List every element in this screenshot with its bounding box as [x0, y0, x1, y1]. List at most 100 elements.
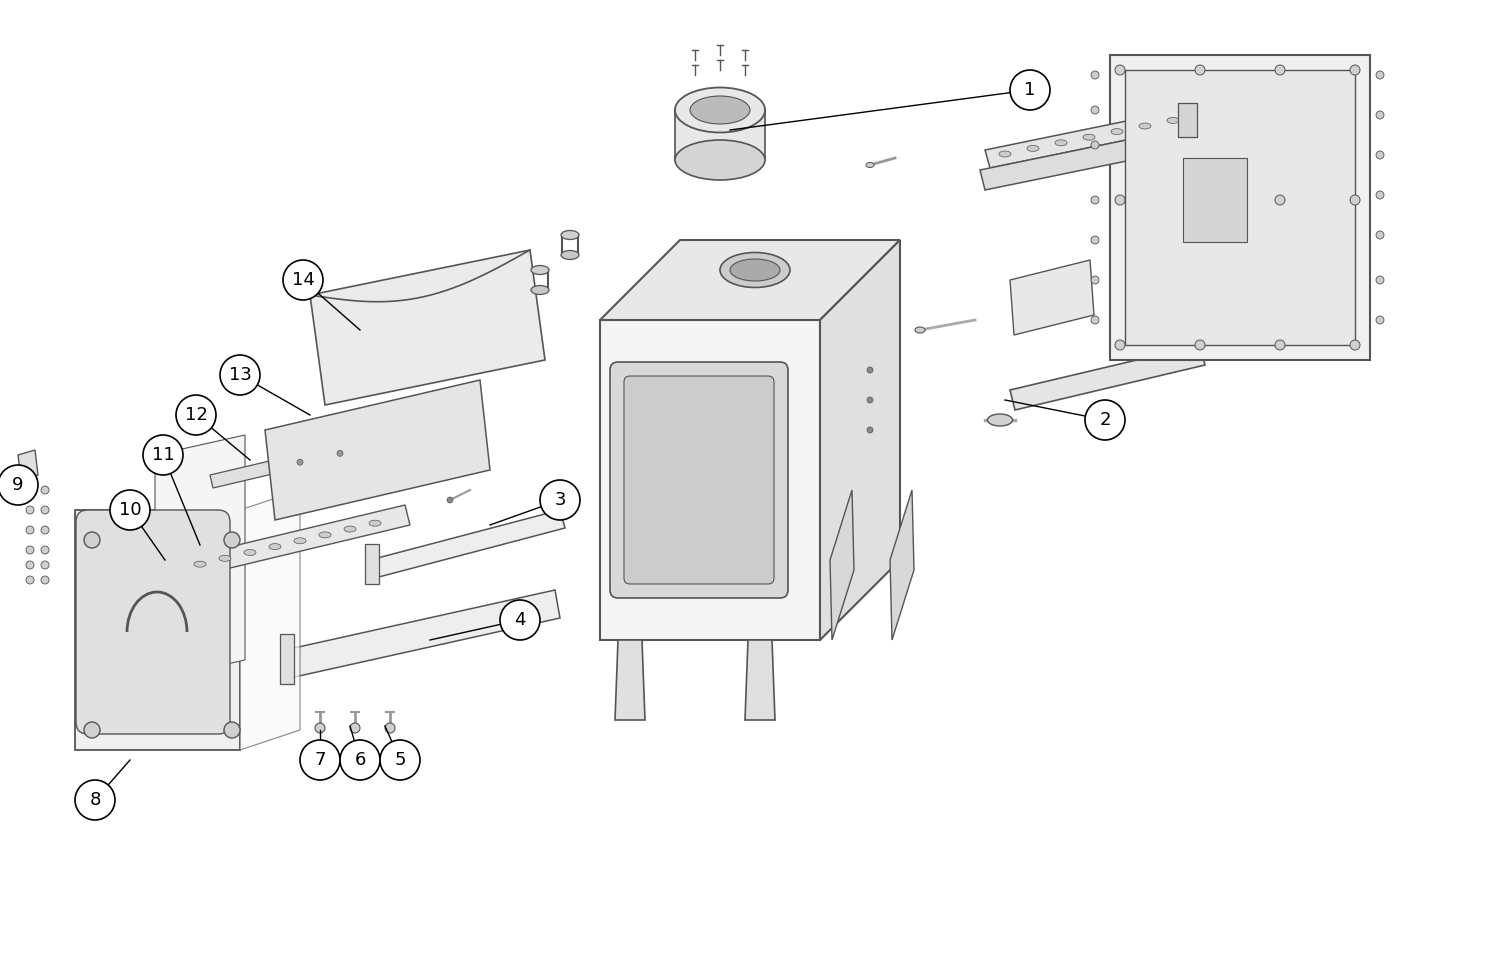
Text: 9: 9 — [12, 476, 24, 494]
Ellipse shape — [1028, 146, 1039, 152]
Circle shape — [1090, 71, 1100, 79]
Polygon shape — [746, 640, 776, 720]
Circle shape — [1376, 231, 1384, 239]
Circle shape — [1010, 70, 1050, 110]
Circle shape — [110, 490, 150, 530]
Ellipse shape — [987, 414, 1012, 426]
Polygon shape — [370, 510, 566, 578]
FancyBboxPatch shape — [675, 110, 765, 160]
Polygon shape — [75, 510, 240, 750]
FancyBboxPatch shape — [76, 510, 230, 734]
Circle shape — [284, 260, 322, 300]
Ellipse shape — [531, 266, 549, 274]
Polygon shape — [210, 435, 382, 488]
Circle shape — [84, 532, 100, 548]
Text: 1: 1 — [1024, 81, 1035, 99]
Circle shape — [26, 576, 34, 584]
Circle shape — [75, 780, 116, 820]
Circle shape — [1090, 236, 1100, 244]
Circle shape — [340, 740, 380, 780]
Circle shape — [297, 459, 303, 465]
Circle shape — [867, 397, 873, 403]
Polygon shape — [1010, 260, 1094, 335]
Polygon shape — [890, 490, 914, 640]
Polygon shape — [980, 128, 1190, 190]
Circle shape — [26, 561, 34, 569]
Circle shape — [40, 486, 50, 494]
Circle shape — [1275, 65, 1286, 75]
FancyBboxPatch shape — [1184, 158, 1246, 242]
Circle shape — [300, 740, 340, 780]
Polygon shape — [1010, 345, 1204, 410]
Circle shape — [26, 486, 34, 494]
Circle shape — [1275, 195, 1286, 205]
Circle shape — [338, 451, 344, 456]
Polygon shape — [1110, 55, 1370, 360]
Ellipse shape — [294, 538, 306, 544]
Circle shape — [540, 480, 580, 520]
Ellipse shape — [1054, 140, 1066, 146]
Circle shape — [1275, 340, 1286, 350]
Polygon shape — [615, 640, 645, 720]
Ellipse shape — [1167, 117, 1179, 124]
Circle shape — [315, 723, 326, 733]
FancyBboxPatch shape — [610, 362, 788, 598]
Circle shape — [1350, 65, 1360, 75]
Circle shape — [380, 740, 420, 780]
Ellipse shape — [915, 327, 926, 333]
FancyBboxPatch shape — [280, 634, 294, 684]
Ellipse shape — [675, 87, 765, 132]
Polygon shape — [240, 490, 300, 750]
Ellipse shape — [1112, 129, 1124, 134]
Circle shape — [1376, 276, 1384, 284]
Text: 11: 11 — [152, 446, 174, 464]
Text: 13: 13 — [228, 366, 252, 384]
Circle shape — [867, 427, 873, 433]
Ellipse shape — [690, 96, 750, 124]
Circle shape — [500, 600, 540, 640]
Circle shape — [1350, 195, 1360, 205]
Circle shape — [26, 546, 34, 554]
Ellipse shape — [344, 526, 355, 532]
Circle shape — [1196, 195, 1204, 205]
Ellipse shape — [730, 259, 780, 281]
Circle shape — [1114, 195, 1125, 205]
Ellipse shape — [1138, 123, 1150, 129]
Ellipse shape — [865, 162, 874, 168]
Circle shape — [1376, 111, 1384, 119]
Ellipse shape — [268, 544, 280, 550]
Polygon shape — [176, 505, 410, 580]
Circle shape — [40, 561, 50, 569]
Circle shape — [40, 526, 50, 534]
Ellipse shape — [999, 151, 1011, 157]
FancyBboxPatch shape — [624, 376, 774, 584]
Text: 7: 7 — [315, 751, 326, 769]
Circle shape — [1090, 106, 1100, 114]
Circle shape — [386, 723, 394, 733]
Polygon shape — [266, 380, 490, 520]
Text: 12: 12 — [184, 406, 207, 424]
Circle shape — [1376, 191, 1384, 199]
Polygon shape — [600, 240, 900, 320]
Circle shape — [1084, 400, 1125, 440]
Polygon shape — [18, 450, 38, 480]
Ellipse shape — [369, 520, 381, 526]
Ellipse shape — [675, 140, 765, 180]
Text: 5: 5 — [394, 751, 405, 769]
Ellipse shape — [244, 550, 256, 555]
Circle shape — [224, 722, 240, 738]
Polygon shape — [830, 490, 854, 640]
Polygon shape — [821, 240, 900, 640]
Circle shape — [350, 723, 360, 733]
Text: 4: 4 — [514, 611, 525, 629]
Text: 14: 14 — [291, 271, 315, 289]
Ellipse shape — [561, 250, 579, 260]
Circle shape — [1376, 316, 1384, 324]
Ellipse shape — [219, 555, 231, 561]
Circle shape — [220, 355, 260, 395]
Circle shape — [40, 576, 50, 584]
Ellipse shape — [1083, 134, 1095, 140]
Circle shape — [1090, 276, 1100, 284]
Circle shape — [1350, 340, 1360, 350]
Ellipse shape — [194, 561, 206, 567]
